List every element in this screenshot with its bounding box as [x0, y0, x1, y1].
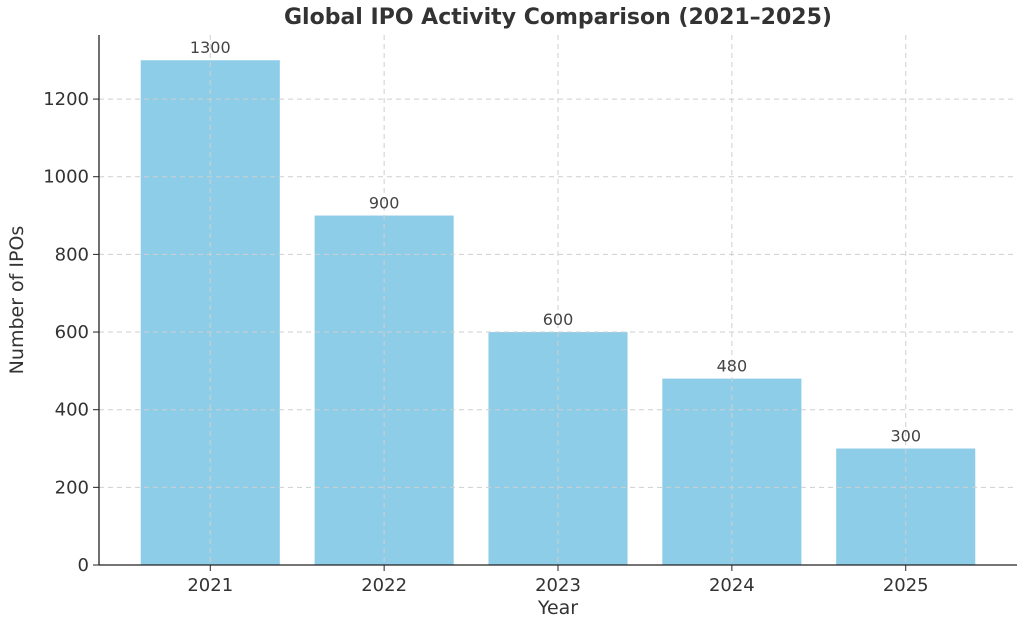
y-tick-label-400: 400: [55, 400, 89, 421]
y-tick-label-200: 200: [55, 477, 89, 498]
data-label-2023: 600: [543, 310, 574, 329]
chart-title: Global IPO Activity Comparison (2021–202…: [284, 5, 832, 30]
y-tick-label-0: 0: [78, 555, 89, 576]
y-tick-label-1200: 1200: [43, 89, 89, 110]
y-ticks: 0 200 400 600 800 1000 1200: [43, 89, 99, 576]
x-tick-label-2025: 2025: [883, 575, 929, 596]
y-tick-label-1000: 1000: [43, 167, 89, 188]
x-tick-label-2022: 2022: [361, 575, 407, 596]
x-tick-label-2024: 2024: [709, 575, 755, 596]
y-tick-label-800: 800: [55, 244, 89, 265]
data-labels: 1300 900 600 480 300: [190, 38, 921, 445]
x-tick-label-2021: 2021: [187, 575, 233, 596]
x-axis-label: Year: [537, 597, 578, 619]
y-axis-label: Number of IPOs: [6, 226, 28, 375]
y-tick-label-600: 600: [55, 322, 89, 343]
data-label-2021: 1300: [190, 38, 231, 57]
data-label-2025: 300: [890, 427, 921, 446]
x-ticks: 2021 2022 2023 2024 2025: [187, 565, 929, 596]
data-label-2022: 900: [369, 194, 400, 213]
grid: [99, 35, 1017, 565]
data-label-2024: 480: [717, 357, 748, 376]
x-tick-label-2023: 2023: [535, 575, 581, 596]
